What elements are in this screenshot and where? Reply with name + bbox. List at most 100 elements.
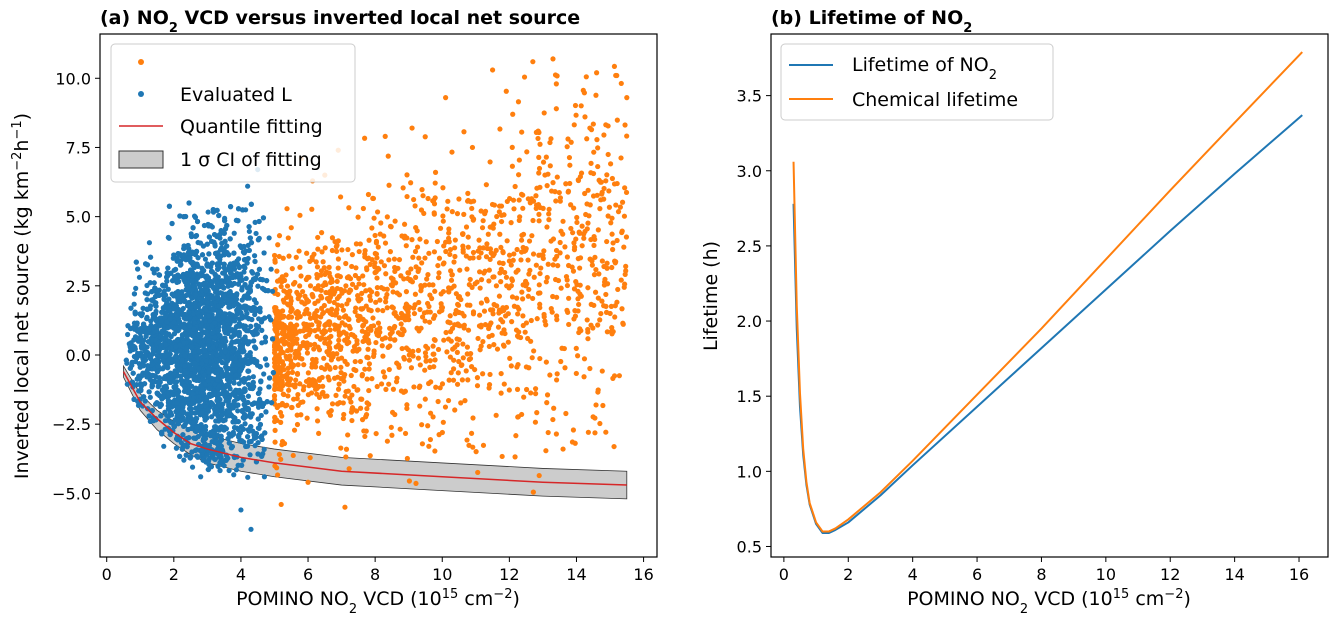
orange-point bbox=[569, 439, 576, 445]
panel-a-plot-area bbox=[122, 56, 630, 532]
orange-point bbox=[436, 309, 443, 315]
orange-point bbox=[314, 264, 321, 270]
orange-point bbox=[476, 269, 483, 275]
orange-point bbox=[570, 427, 577, 433]
orange-point bbox=[496, 260, 503, 266]
orange-point bbox=[543, 322, 549, 328]
orange-point bbox=[470, 217, 476, 223]
orange-point bbox=[399, 345, 405, 352]
orange-point bbox=[515, 311, 521, 317]
orange-point bbox=[281, 440, 288, 447]
blue-point bbox=[252, 219, 258, 225]
orange-point bbox=[370, 353, 377, 360]
orange-point bbox=[276, 233, 283, 239]
orange-point bbox=[584, 201, 590, 207]
orange-point bbox=[418, 288, 424, 294]
blue-point bbox=[258, 319, 265, 325]
orange-point bbox=[490, 253, 496, 259]
orange-point bbox=[450, 377, 457, 383]
orange-point bbox=[585, 326, 591, 333]
orange-point bbox=[335, 386, 342, 392]
orange-point bbox=[374, 275, 380, 281]
orange-point bbox=[282, 373, 288, 380]
blue-point bbox=[251, 253, 258, 259]
orange-point bbox=[541, 110, 547, 116]
orange-point bbox=[514, 246, 520, 253]
orange-point bbox=[520, 205, 526, 211]
orange-point bbox=[286, 253, 292, 259]
orange-point bbox=[401, 356, 408, 362]
orange-point bbox=[509, 294, 516, 300]
orange-point bbox=[554, 174, 560, 180]
orange-point bbox=[604, 172, 610, 178]
orange-point bbox=[337, 399, 343, 406]
orange-point bbox=[390, 386, 396, 392]
orange-point bbox=[597, 420, 603, 427]
orange-point bbox=[362, 329, 369, 336]
orange-point bbox=[454, 381, 461, 387]
orange-point bbox=[507, 355, 513, 362]
orange-point bbox=[338, 355, 345, 361]
orange-point bbox=[568, 139, 574, 145]
orange-point bbox=[449, 149, 455, 155]
orange-point bbox=[499, 330, 505, 336]
orange-point bbox=[523, 283, 529, 289]
orange-point bbox=[354, 387, 360, 393]
orange-point bbox=[404, 172, 410, 178]
orange-point bbox=[409, 237, 415, 243]
blue-point bbox=[245, 393, 252, 399]
orange-point bbox=[390, 305, 396, 311]
orange-point bbox=[364, 267, 370, 273]
orange-point bbox=[613, 259, 619, 265]
orange-point bbox=[307, 315, 314, 321]
orange-point bbox=[287, 288, 293, 294]
orange-point bbox=[592, 254, 598, 260]
orange-point bbox=[367, 293, 373, 299]
orange-point bbox=[284, 381, 290, 387]
orange-point bbox=[319, 249, 325, 255]
orange-point bbox=[493, 283, 500, 289]
orange-point bbox=[399, 233, 405, 239]
orange-point bbox=[574, 214, 580, 221]
orange-point bbox=[506, 195, 513, 202]
orange-point bbox=[355, 293, 361, 299]
orange-point bbox=[456, 337, 462, 343]
orange-point bbox=[414, 244, 421, 250]
orange-point bbox=[329, 235, 336, 241]
orange-point bbox=[487, 322, 493, 328]
orange-point bbox=[436, 432, 442, 438]
orange-point bbox=[320, 259, 326, 265]
orange-point bbox=[422, 350, 429, 356]
orange-point bbox=[297, 283, 303, 289]
orange-point bbox=[573, 345, 579, 351]
orange-point bbox=[315, 326, 321, 332]
orange-point bbox=[593, 92, 599, 98]
orange-point bbox=[572, 313, 579, 319]
orange-point bbox=[545, 261, 551, 267]
orange-point bbox=[338, 194, 344, 200]
orange-point bbox=[278, 283, 284, 290]
orange-point bbox=[594, 137, 600, 143]
blue-point bbox=[134, 382, 140, 388]
orange-point bbox=[483, 254, 490, 260]
orange-point bbox=[465, 234, 471, 240]
blue-point bbox=[239, 408, 245, 414]
orange-point bbox=[570, 268, 577, 274]
orange-point bbox=[375, 307, 381, 313]
orange-point bbox=[459, 362, 465, 368]
orange-point bbox=[342, 393, 348, 399]
orange-point bbox=[501, 343, 507, 349]
orange-point bbox=[422, 134, 428, 140]
orange-point bbox=[438, 291, 444, 297]
orange-point bbox=[432, 337, 438, 343]
orange-point bbox=[422, 367, 428, 373]
orange-point bbox=[384, 438, 390, 444]
orange-point bbox=[294, 370, 301, 377]
orange-point bbox=[305, 392, 311, 398]
orange-point bbox=[500, 250, 506, 256]
orange-point bbox=[467, 302, 473, 308]
orange-point bbox=[294, 289, 300, 296]
orange-point bbox=[422, 396, 428, 402]
orange-point bbox=[345, 432, 351, 438]
orange-point bbox=[614, 237, 620, 244]
